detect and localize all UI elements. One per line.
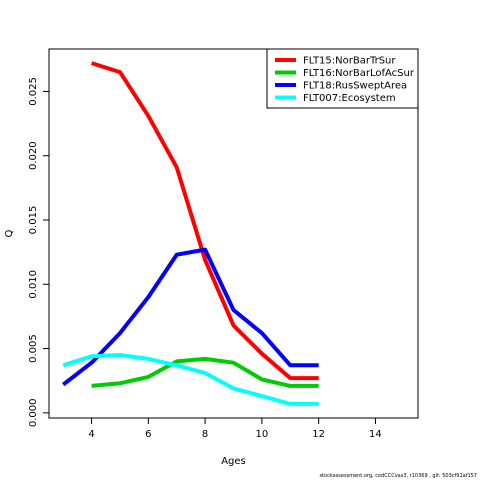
plot-box (48, 48, 419, 419)
y-axis: 0.000 0.005 0.010 0.015 0.020 0.025 (28, 77, 49, 427)
legend-label: FLT16:NorBarLofAcSur (303, 68, 415, 79)
series-line-3 (61, 247, 319, 387)
series-line-1 (90, 61, 319, 381)
x-tick-label: 12 (312, 429, 325, 440)
y-tick-label: 0.025 (28, 77, 39, 106)
x-tick-label: 6 (145, 429, 151, 440)
y-tick-label: 0.015 (28, 206, 39, 235)
footer-text: stockassessment.org, codCCCvas3, r10369 … (319, 473, 477, 479)
x-tick-label: 10 (256, 429, 269, 440)
series-lines (61, 61, 319, 406)
y-tick-label: 0.000 (28, 399, 39, 428)
x-tick-label: 8 (202, 429, 208, 440)
x-axis-label: Ages (221, 456, 246, 467)
x-tick-label: 4 (88, 429, 94, 440)
series-line-4 (62, 353, 319, 406)
y-axis-label: Q (4, 229, 15, 237)
legend-label: FLT007:Ecosystem (303, 93, 396, 104)
y-tick-label: 0.005 (28, 334, 39, 363)
legend-label: FLT15:NorBarTrSur (303, 56, 396, 67)
x-axis: 4 6 8 10 12 14 (88, 418, 382, 440)
y-tick-label: 0.020 (28, 141, 39, 170)
x-tick-label: 14 (369, 429, 382, 440)
series-line-2 (91, 356, 319, 388)
y-tick-label: 0.010 (28, 270, 39, 299)
legend-label: FLT18:RusSweptArea (303, 81, 407, 92)
